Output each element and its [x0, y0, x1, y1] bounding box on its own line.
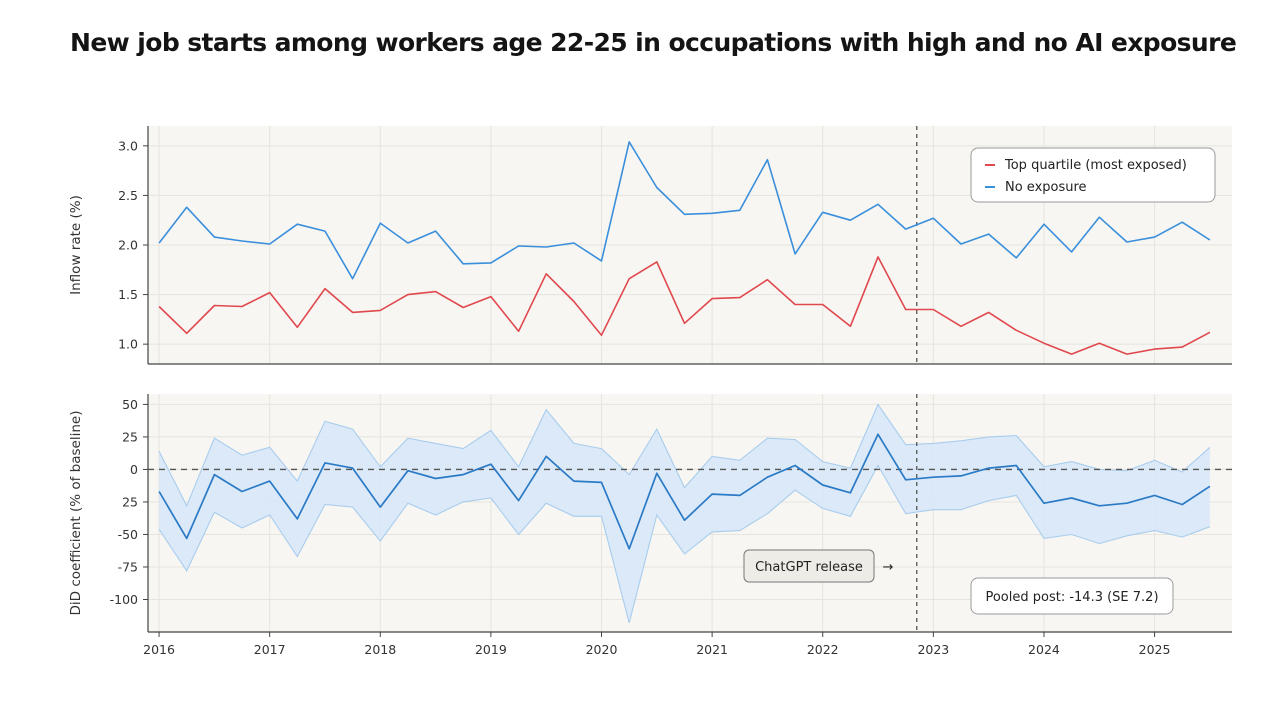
top-series-lines — [158, 141, 1211, 355]
xtick-label-2017: 2017 — [254, 642, 286, 657]
bottom-ytick-label-2: 0 — [130, 462, 138, 477]
xtick-label-2024: 2024 — [1028, 642, 1060, 657]
series-line-exposed — [158, 256, 1211, 355]
xtick-label-2019: 2019 — [475, 642, 507, 657]
did-coefficient-line — [158, 433, 1211, 550]
bottom-ytick-label-6: -100 — [110, 592, 138, 607]
xtick-label-2023: 2023 — [917, 642, 949, 657]
bottom-ytick-label-3: 25 — [122, 494, 138, 509]
xtick-label-2020: 2020 — [586, 642, 618, 657]
chatgpt-release-box — [743, 549, 875, 583]
confidence-band — [159, 404, 1210, 623]
top-ytick-label-1: 1.5 — [118, 287, 138, 302]
bottom-y-ticks: 50 25 0 25 -50 -75 -100 — [110, 397, 148, 607]
xtick-label-2022: 2022 — [807, 642, 839, 657]
chatgpt-release-label: ChatGPT release — [755, 560, 863, 575]
x-ticks: 2016 2017 2018 2019 2020 2021 2022 2023 2024 2025 — [143, 632, 1170, 657]
top-ytick-label-2: 2.0 — [118, 238, 138, 253]
series-line-none — [158, 141, 1211, 280]
pooled-post-label: Pooled post: -14.3 (SE 7.2) — [985, 590, 1158, 605]
top-y-ticks: 1.0 1.5 2.0 2.5 3.0 — [118, 138, 148, 352]
top-ytick-label-0: 1.0 — [118, 337, 138, 352]
chatgpt-release-annotation: ChatGPT release → — [743, 549, 894, 583]
legend-label-exposed: Top quartile (most exposed) — [1004, 158, 1187, 173]
bottom-ytick-label-5: -75 — [118, 559, 138, 574]
xtick-label-2018: 2018 — [364, 642, 396, 657]
pooled-post-annotation: Pooled post: -14.3 (SE 7.2) — [970, 577, 1174, 615]
top-ytick-label-4: 3.0 — [118, 138, 138, 153]
chart-title: New job starts among workers age 22-25 i… — [70, 28, 1237, 57]
xtick-label-2021: 2021 — [696, 642, 728, 657]
top-grid — [148, 126, 1232, 364]
arrow-right-icon: → — [883, 560, 894, 575]
bottom-ytick-label-0: 50 — [122, 397, 138, 412]
bottom-y-axis-label: DiD coefficient (% of baseline) — [68, 411, 84, 616]
xtick-label-2016: 2016 — [143, 642, 175, 657]
legend: Top quartile (most exposed) No exposure — [970, 147, 1216, 203]
xtick-label-2025: 2025 — [1139, 642, 1171, 657]
confidence-lower-edge — [158, 464, 1211, 624]
legend-box — [970, 147, 1216, 203]
top-ytick-label-3: 2.5 — [118, 188, 138, 203]
bottom-axes — [147, 394, 1232, 633]
bottom-ytick-label-4: -50 — [118, 527, 138, 542]
pooled-post-box — [970, 577, 1174, 615]
confidence-upper-edge — [158, 403, 1211, 508]
bottom-ytick-label-1: 25 — [122, 429, 138, 444]
top-y-axis-label: Inflow rate (%) — [68, 195, 84, 295]
legend-label-none: No exposure — [1005, 180, 1087, 195]
top-panel: 1.0 1.5 2.0 2.5 3.0 Inflow rate (%) Top quar… — [68, 126, 1232, 365]
